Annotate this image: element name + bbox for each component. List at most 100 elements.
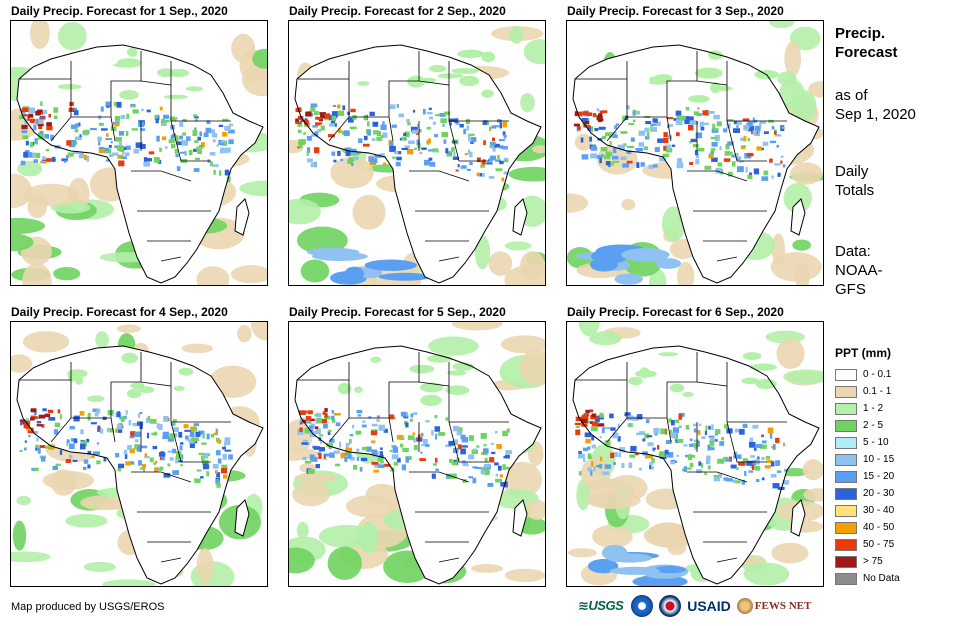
madagascar-outline (790, 499, 806, 537)
heavy-precip-cell (599, 110, 603, 114)
panel-title-4: Daily Precip. Forecast for 4 Sep., 2020 (11, 305, 228, 319)
precip-cell (670, 461, 676, 465)
precip-cell (134, 444, 137, 450)
fews-globe-icon (736, 598, 753, 614)
precip-cell (469, 151, 473, 158)
precip-cell (617, 436, 621, 442)
precip-cell (99, 428, 104, 434)
light-precip-area (95, 331, 109, 349)
precip-cell (706, 455, 711, 460)
precip-cell (480, 164, 486, 168)
precip-cell (176, 141, 183, 146)
precip-cell (717, 162, 723, 167)
precip-cell (491, 451, 496, 455)
sidebar-totals: Daily Totals (835, 163, 875, 199)
sahara-precip-area (185, 86, 203, 92)
precip-cell (185, 435, 188, 440)
light-precip-area (29, 21, 50, 49)
light-precip-area (22, 263, 52, 285)
precip-cell (762, 141, 769, 146)
precip-cell (169, 116, 175, 121)
precip-cell (366, 446, 372, 452)
precip-cell (344, 456, 348, 462)
precip-cell (503, 159, 509, 163)
precip-cell (120, 115, 126, 119)
precip-cell (331, 410, 334, 414)
precip-cell (644, 127, 650, 132)
precip-cell (224, 437, 231, 443)
precip-cell (578, 453, 585, 459)
precip-cell (48, 417, 56, 421)
light-precip-area (504, 241, 532, 251)
precip-cell (374, 154, 381, 158)
precip-cell (121, 156, 128, 160)
light-precip-area (574, 133, 593, 151)
precip-cell (702, 122, 710, 125)
precip-cell (376, 415, 381, 418)
precip-cell (782, 442, 786, 447)
precip-cell (689, 462, 694, 467)
precip-cell (596, 108, 600, 112)
precip-cell (59, 450, 63, 455)
precip-cell (484, 457, 488, 462)
precip-cell (642, 438, 646, 442)
precip-cell (704, 430, 708, 435)
precip-cell (47, 409, 54, 414)
precip-cell (698, 461, 702, 466)
precip-cell (750, 455, 756, 458)
precip-cell (160, 121, 167, 126)
precip-cell (48, 114, 52, 118)
heavy-precip-cell (30, 417, 35, 421)
heavy-precip-cell (35, 110, 41, 116)
precip-cell (20, 160, 26, 166)
heavy-precip-cell (314, 426, 319, 430)
precip-cell (669, 124, 673, 127)
sahara-precip-area (163, 94, 188, 100)
panel-title-3: Daily Precip. Forecast for 3 Sep., 2020 (567, 4, 784, 18)
light-precip-area (743, 562, 790, 586)
precip-cell (744, 471, 747, 476)
country-border (388, 352, 420, 418)
country-border (110, 417, 116, 443)
precip-cell (740, 145, 746, 148)
precip-cell (747, 174, 753, 180)
heavy-precip-cell (320, 114, 325, 119)
legend-item: 20 - 30 (835, 485, 900, 502)
precip-cell (39, 445, 46, 449)
precip-cell (602, 471, 610, 476)
precip-cell (580, 137, 584, 143)
precip-cell (490, 126, 497, 129)
precip-cell (725, 143, 730, 150)
precip-cell (352, 424, 355, 429)
heavy-precip-cell (324, 408, 328, 413)
precip-cell (410, 413, 414, 418)
precip-cell (482, 120, 488, 125)
precip-cell (439, 112, 446, 117)
precip-cell (659, 157, 666, 162)
country-border (131, 471, 192, 483)
heavy-precip-cell (592, 113, 597, 117)
precip-cell (687, 116, 694, 122)
precip-cell (329, 123, 335, 127)
precip-cell (313, 110, 319, 116)
precip-cell (23, 447, 27, 451)
sahara-precip-area (658, 352, 679, 357)
precip-cell (757, 456, 760, 460)
precip-cell (455, 169, 459, 172)
precip-cell (725, 151, 733, 155)
light-precip-area (779, 79, 805, 109)
precip-cell (396, 457, 401, 463)
precip-cell (173, 427, 179, 433)
precip-cell (353, 156, 359, 160)
precip-cell (676, 162, 684, 169)
precip-cell (69, 426, 75, 430)
precip-cell (216, 144, 219, 147)
precip-cell (42, 408, 47, 412)
precip-cell (323, 453, 326, 458)
precip-cell (175, 154, 179, 158)
precip-cell (96, 442, 100, 445)
precip-cell (201, 142, 205, 148)
country-border (438, 256, 460, 262)
precip-cell (297, 146, 300, 149)
precip-cell (29, 142, 34, 148)
